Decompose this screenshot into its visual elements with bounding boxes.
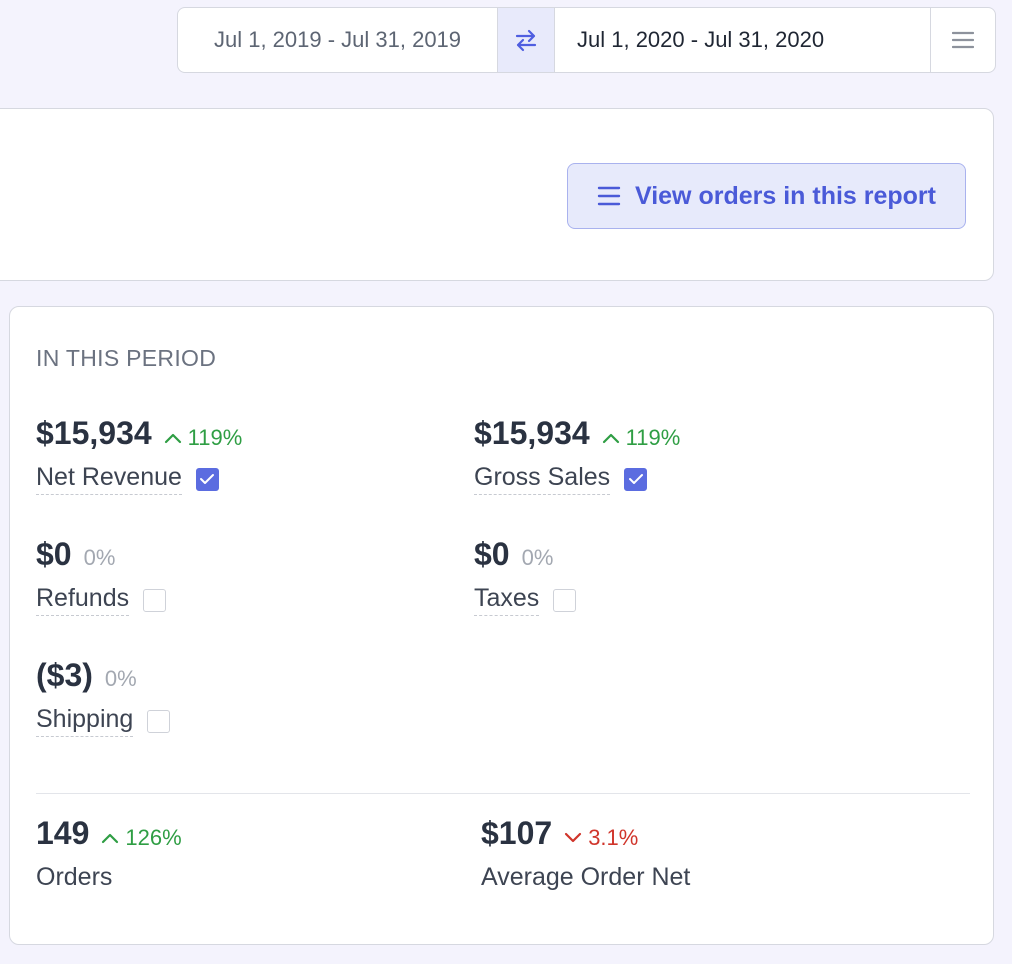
report-header-card: View orders in this report (0, 108, 994, 281)
orders-label: Orders (36, 863, 113, 891)
previous-date-range[interactable]: Jul 1, 2019 - Jul 31, 2019 (178, 8, 498, 72)
taxes-checkbox[interactable] (553, 588, 577, 612)
gross-sales-metric: $15,934 119% Gross Sales (474, 415, 680, 495)
previous-date-range-label: Jul 1, 2019 - Jul 31, 2019 (213, 27, 462, 52)
checkmark-icon (200, 474, 215, 484)
net-revenue-metric: $15,934 119% Net Revenue (36, 415, 242, 495)
refunds-change: 0% (84, 545, 116, 571)
chevron-down-icon (565, 832, 582, 843)
net-revenue-checkbox[interactable] (195, 467, 219, 491)
hamburger-menu-icon (952, 31, 974, 49)
taxes-value: $0 (474, 536, 510, 572)
orders-value: 149 (36, 815, 90, 851)
refunds-value: $0 (36, 536, 72, 572)
net-revenue-label[interactable]: Net Revenue (36, 463, 182, 495)
view-orders-label: View orders in this report (634, 181, 936, 210)
shipping-checkbox[interactable] (147, 709, 171, 733)
refunds-label[interactable]: Refunds (36, 584, 130, 616)
avg-order-net-label: Average Order Net (481, 863, 691, 891)
menu-button[interactable] (931, 8, 995, 72)
shipping-change-value: 0% (104, 666, 137, 691)
chevron-up-icon (602, 433, 619, 444)
avg-order-net-change: 3.1% (564, 825, 638, 851)
gross-sales-checkbox[interactable] (624, 467, 648, 491)
gross-sales-label[interactable]: Gross Sales (474, 463, 611, 495)
orders-metric: 149 126% Orders (36, 815, 182, 894)
net-revenue-change: 119% (164, 425, 243, 451)
view-orders-button[interactable]: View orders in this report (567, 163, 966, 229)
shipping-change: 0% (105, 666, 137, 692)
date-range-bar: Jul 1, 2019 - Jul 31, 2019 Jul 1, 2020 -… (177, 7, 996, 73)
orders-change-value: 126% (125, 825, 182, 850)
refunds-metric: $0 0% Refunds (36, 536, 167, 616)
avg-order-net-change-value: 3.1% (588, 825, 639, 850)
chevron-up-icon (102, 833, 119, 844)
taxes-label[interactable]: Taxes (474, 584, 540, 616)
chevron-up-icon (164, 433, 181, 444)
avg-order-net-value: $107 (481, 815, 553, 851)
gross-sales-change: 119% (602, 425, 681, 451)
shipping-metric: ($3) 0% Shipping (36, 657, 171, 737)
taxes-change: 0% (522, 545, 554, 571)
shipping-value: ($3) (36, 657, 93, 693)
shipping-label[interactable]: Shipping (36, 705, 134, 737)
gross-sales-value: $15,934 (474, 415, 590, 451)
swap-arrows-icon (515, 29, 537, 52)
current-date-range[interactable]: Jul 1, 2020 - Jul 31, 2020 (555, 8, 931, 72)
refunds-checkbox[interactable] (143, 588, 167, 612)
list-icon (597, 186, 621, 206)
net-revenue-change-value: 119% (187, 425, 243, 450)
net-revenue-value: $15,934 (36, 415, 152, 451)
taxes-metric: $0 0% Taxes (474, 536, 577, 616)
divider (36, 793, 970, 794)
taxes-change-value: 0% (521, 545, 554, 570)
refunds-change-value: 0% (83, 545, 116, 570)
section-title: IN THIS PERIOD (36, 345, 217, 371)
swap-date-ranges-button[interactable] (498, 8, 555, 72)
checkmark-icon (628, 474, 643, 484)
gross-sales-change-value: 119% (625, 425, 681, 450)
current-date-range-label: Jul 1, 2020 - Jul 31, 2020 (577, 27, 825, 52)
orders-change: 126% (101, 825, 182, 851)
period-stats-card: IN THIS PERIOD $15,934 119% Net Revenue … (9, 306, 994, 945)
avg-order-net-metric: $107 3.1% Average Order Net (481, 815, 690, 894)
